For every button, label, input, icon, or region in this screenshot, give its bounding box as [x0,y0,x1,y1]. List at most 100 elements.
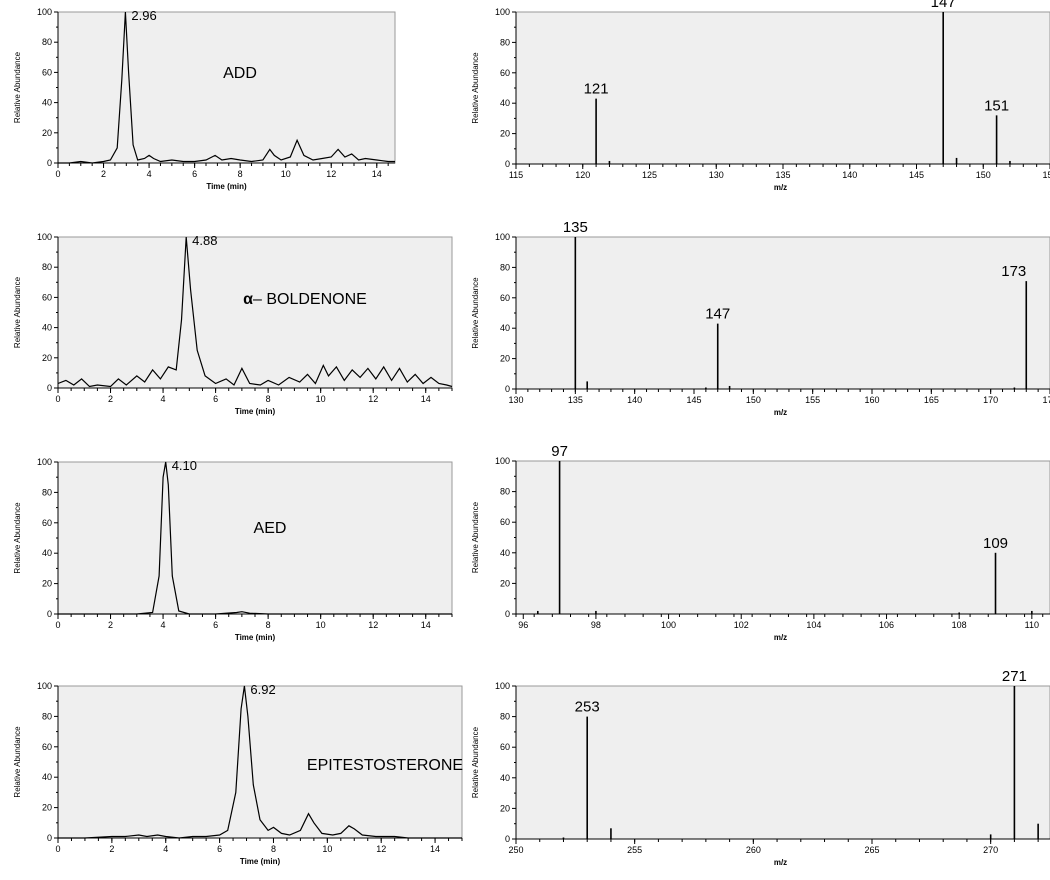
y-axis-title: Relative Abundance [471,726,480,798]
x-tick-label: 10 [316,394,326,404]
peak-mz-label: 151 [984,97,1009,114]
chart-panel-1: 0 20 40 60 80 100 0 2 4 6 8 10 12 14 Time (min) Relativ… [13,7,396,191]
x-tick-label: 130 [709,170,724,180]
y-tick-label: 80 [500,487,510,497]
x-tick-label: 140 [627,395,642,405]
x-tick-label: 165 [924,395,939,405]
y-tick-label: 40 [42,323,52,333]
y-tick-label: 100 [495,456,510,466]
y-axis-title: Relative Abundance [13,726,22,798]
x-tick-label: 12 [376,844,386,854]
y-tick-label: 40 [500,98,510,108]
x-tick-label: 2 [108,394,113,404]
x-tick-label: 4 [163,844,168,854]
y-tick-label: 40 [42,548,52,558]
x-tick-label: 98 [591,620,601,630]
x-tick-label: 145 [909,170,924,180]
peak-mz-label: 121 [584,81,609,98]
y-tick-label: 100 [37,7,52,17]
chromatogram-trace [58,11,395,164]
x-tick-label: 6 [192,169,197,179]
peak-mz-label: 253 [575,699,600,716]
plot-area [515,236,1050,390]
y-tick-label: 100 [37,232,52,242]
chart-panel-7: 0 20 40 60 80 100 0 2 4 6 8 10 12 14 Time (min) Relativ… [13,681,463,866]
x-tick-label: 135 [568,395,583,405]
x-tick-label: 10 [281,169,291,179]
y-tick-label: 0 [47,158,52,168]
x-tick-label: 14 [421,394,431,404]
x-axis-title: m/z [774,633,787,642]
x-tick-label: 0 [55,169,60,179]
x-tick-label: 130 [508,395,523,405]
plot-area [57,685,463,839]
y-tick-label: 80 [500,262,510,272]
plot-area [57,11,396,164]
plot-area [515,685,1050,840]
x-tick-label: 255 [627,845,642,855]
chromatogram-trace [57,236,453,388]
chromatogram-trace [58,685,462,839]
x-tick-label: 2 [109,844,114,854]
x-tick-label: 108 [952,620,967,630]
x-tick-label: 14 [430,844,440,854]
y-tick-label: 40 [500,548,510,558]
y-tick-label: 80 [42,711,52,721]
x-tick-label: 106 [879,620,894,630]
y-axis-title: Relative Abundance [13,51,22,123]
y-tick-label: 80 [500,37,510,47]
plot-area [515,460,1050,615]
y-tick-label: 80 [500,712,510,722]
chart-panel-2: 0 20 40 60 80 100 115 120 125 130 135 140 145 150 155 m… [471,0,1050,192]
x-tick-label: 96 [518,620,528,630]
x-tick-label: 155 [805,395,820,405]
x-tick-label: 10 [316,620,326,630]
x-tick-label: 14 [372,169,382,179]
chart-panel-4: 0 20 40 60 80 100 130 135 140 145 150 155 160 165 170 1… [471,219,1050,417]
x-axis-title: Time (min) [235,407,276,416]
x-tick-label: 140 [842,170,857,180]
x-axis-title: Time (min) [206,182,247,191]
compound-name: ADD [223,65,257,82]
y-tick-label: 0 [505,384,510,394]
x-tick-label: 104 [806,620,821,630]
y-tick-label: 20 [42,579,52,589]
peak-mz-label: 147 [705,306,730,323]
plot-area [57,461,453,615]
peak-retention-label: 4.10 [172,458,197,473]
x-tick-label: 12 [368,620,378,630]
x-tick-label: 10 [322,844,332,854]
plot-area [57,236,453,389]
x-tick-label: 8 [271,844,276,854]
chart-panel-6: 0 20 40 60 80 100 96 98 100 102 104 106 108 110 m/z Rel… [471,443,1050,642]
peak-retention-label: 2.96 [131,8,156,23]
peak-mz-label: 109 [983,535,1008,552]
y-tick-label: 40 [500,773,510,783]
y-tick-label: 0 [47,383,52,393]
x-tick-label: 8 [266,394,271,404]
x-tick-label: 2 [101,169,106,179]
y-tick-label: 40 [42,98,52,108]
y-tick-label: 60 [500,742,510,752]
peak-retention-label: 4.88 [192,233,217,248]
x-tick-label: 120 [575,170,590,180]
x-tick-label: 170 [983,395,998,405]
x-tick-label: 125 [642,170,657,180]
x-tick-label: 270 [983,845,998,855]
y-tick-label: 0 [505,834,510,844]
x-axis-title: Time (min) [235,633,276,642]
x-tick-label: 0 [55,844,60,854]
y-tick-label: 0 [505,609,510,619]
x-axis-title: Time (min) [240,857,281,866]
y-tick-label: 100 [37,681,52,691]
x-tick-label: 115 [509,170,523,180]
y-tick-label: 100 [495,7,510,17]
y-tick-label: 60 [42,518,52,528]
x-tick-label: 250 [508,845,523,855]
y-tick-label: 100 [495,232,510,242]
y-tick-label: 0 [47,609,52,619]
chart-panel-3: 0 20 40 60 80 100 0 2 4 6 8 10 12 14 Time (min) Relativ… [13,232,453,416]
compound-name: EPITESTOSTERONE [307,757,463,774]
y-tick-label: 60 [42,742,52,752]
x-axis-title: m/z [774,408,787,417]
